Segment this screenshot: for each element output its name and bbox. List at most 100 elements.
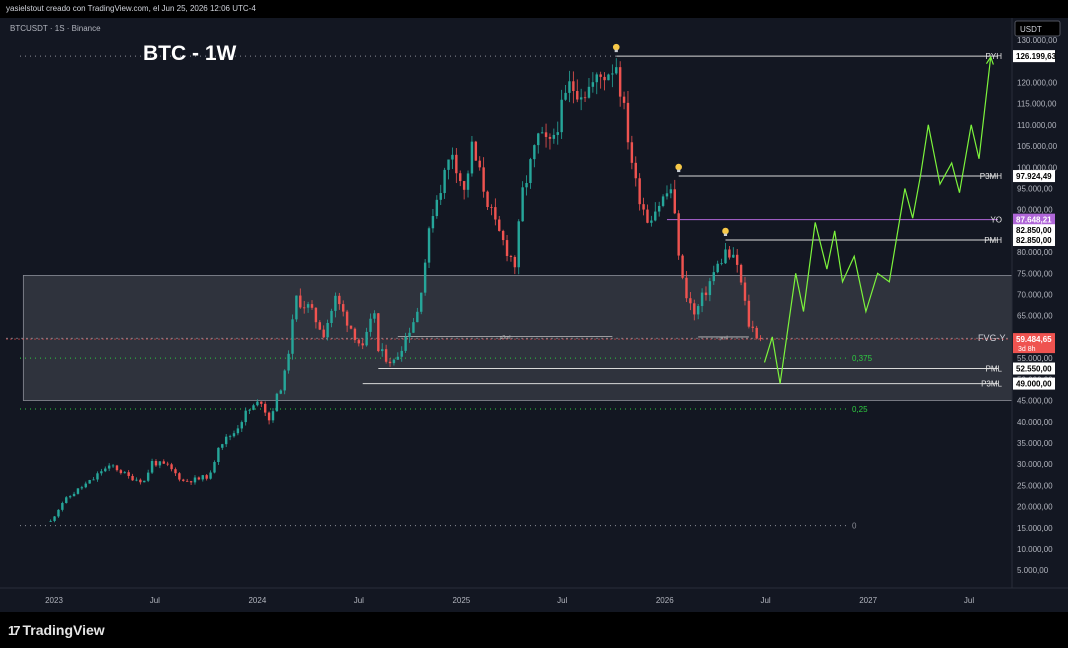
- candle-body: [478, 160, 481, 168]
- y-tick-label: 35.000,00: [1017, 439, 1053, 448]
- y-tick-label: 130.000,00: [1017, 36, 1058, 45]
- candle-body: [435, 199, 439, 217]
- candle-body: [295, 295, 298, 320]
- candle-body: [209, 472, 212, 479]
- candle-body: [334, 295, 337, 311]
- chart-title: BTC - 1W: [143, 42, 237, 65]
- lightbulb-icon: [722, 227, 729, 236]
- price-label: 52.550,00: [1016, 365, 1052, 374]
- candle-body: [314, 307, 318, 323]
- candle-body: [533, 145, 536, 160]
- price-chart[interactable]: FVG-Y 0,375 0,25 0 PYH P3MH YO PMH PML P3ML p3ml p…: [0, 18, 1068, 612]
- candle-body: [377, 313, 380, 352]
- y-tick-label: 80.000,00: [1017, 248, 1053, 257]
- candle-body: [657, 205, 661, 212]
- lightbulb-icon: [675, 163, 682, 173]
- candle-body: [693, 303, 696, 315]
- candle-body: [396, 356, 400, 360]
- price-label: 82.850,00: [1016, 236, 1052, 245]
- chart-area[interactable]: FVG-Y 0,375 0,25 0 PYH P3MH YO PMH PML P3ML p3ml p…: [0, 18, 1068, 612]
- y-tick-label: 100.000,00: [1017, 163, 1058, 172]
- candle-body: [654, 211, 657, 221]
- currency-button[interactable]: USDT: [1014, 20, 1061, 37]
- price-label-box: [1013, 170, 1055, 183]
- candle-body: [197, 477, 201, 480]
- candle-body: [416, 311, 419, 323]
- candle-body: [404, 336, 407, 351]
- candle-body: [720, 263, 723, 265]
- level-label: P3ML: [981, 380, 1002, 389]
- price-label-box: [1013, 233, 1055, 246]
- projection-arrowhead: [985, 55, 994, 65]
- price-label: 97.924,49: [1016, 172, 1052, 181]
- candle-body: [373, 313, 376, 319]
- candle-body: [603, 76, 606, 81]
- price-label: 82.850,00: [1016, 226, 1052, 235]
- candle-body: [139, 479, 142, 483]
- candle-body: [540, 132, 544, 134]
- candle-body: [556, 132, 559, 135]
- candle-body: [162, 461, 165, 464]
- candle-body: [509, 255, 513, 257]
- y-tick-label: 70.000,00: [1017, 291, 1053, 300]
- y-tick-label: 65.000,00: [1017, 312, 1053, 321]
- candle-body: [166, 463, 169, 465]
- candle-body: [513, 256, 517, 268]
- candle-body: [630, 142, 634, 163]
- candle-body: [104, 468, 107, 472]
- candle-body: [412, 322, 415, 333]
- price-label-box: [1013, 377, 1055, 390]
- candle-body: [260, 401, 263, 404]
- candle-body: [240, 422, 244, 429]
- candle-body: [611, 73, 614, 75]
- candle-body: [677, 213, 680, 256]
- footer-bar: 17 TradingView: [0, 612, 1068, 648]
- candle-body: [716, 263, 719, 273]
- x-tick-label: Jul: [150, 596, 160, 605]
- candle-body: [224, 436, 228, 445]
- candle-body: [115, 465, 119, 471]
- candle-body: [564, 92, 567, 100]
- candle-body: [349, 325, 353, 329]
- candle-body: [462, 181, 466, 190]
- y-tick-label: 10.000,00: [1017, 545, 1053, 554]
- time-axis: [0, 588, 1068, 612]
- candle-body: [759, 338, 762, 340]
- candle-body: [498, 219, 501, 231]
- y-tick-label: 5.000,00: [1017, 566, 1049, 575]
- candle-body: [158, 461, 162, 466]
- candle-body: [505, 240, 509, 256]
- candle-body: [384, 349, 388, 362]
- candle-body: [400, 350, 403, 357]
- candle-body: [661, 196, 665, 206]
- candle-body: [486, 191, 489, 208]
- candle-body: [111, 465, 115, 467]
- candle-body: [622, 96, 626, 103]
- candle-body: [369, 318, 372, 332]
- candle-body: [361, 343, 364, 346]
- candle-body: [299, 295, 302, 308]
- price-axis: [1012, 18, 1068, 588]
- candle-body: [342, 304, 345, 312]
- candle-body: [669, 189, 673, 194]
- candle-body: [459, 173, 462, 182]
- candle-body: [65, 497, 68, 503]
- candle-body: [646, 209, 649, 223]
- current-price-countdown: 3d 8h: [1018, 346, 1036, 353]
- candle-body: [193, 477, 197, 483]
- tradingview-logo[interactable]: 17 TradingView: [8, 619, 105, 641]
- y-tick-label: 90.000,00: [1017, 206, 1053, 215]
- price-label-box: [1013, 50, 1055, 63]
- candle-body: [470, 141, 474, 174]
- y-tick-label: 55.000,00: [1017, 354, 1053, 363]
- price-label-box: [1013, 213, 1055, 226]
- candle-body: [154, 461, 158, 466]
- candle-body: [743, 282, 747, 301]
- candle-body: [747, 300, 751, 327]
- candle-body: [353, 328, 357, 341]
- candle-body: [330, 310, 333, 323]
- level-label: YO: [990, 216, 1002, 225]
- x-tick-label: 2023: [45, 596, 63, 605]
- fib-label: 0,25: [852, 405, 868, 414]
- candle-body: [607, 74, 610, 81]
